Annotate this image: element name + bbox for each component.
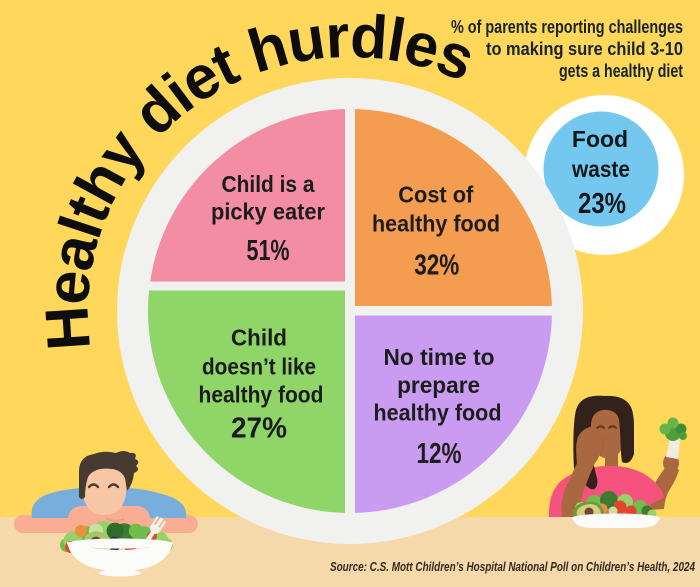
- svg-text:32%: 32%: [414, 250, 459, 282]
- svg-text:No time to: No time to: [384, 344, 495, 370]
- svg-text:Cost of: Cost of: [398, 182, 473, 208]
- svg-text:% of parents reporting challen: % of parents reporting challenges: [451, 16, 683, 37]
- svg-text:Food: Food: [572, 126, 628, 152]
- svg-text:healthy food: healthy food: [372, 210, 500, 236]
- svg-text:23%: 23%: [578, 188, 626, 220]
- svg-text:Child: Child: [231, 325, 287, 351]
- svg-text:prepare: prepare: [397, 372, 480, 398]
- svg-text:to making sure child 3-10: to making sure child 3-10: [486, 38, 683, 59]
- svg-text:51%: 51%: [247, 235, 290, 267]
- svg-text:healthy food: healthy food: [199, 382, 324, 408]
- svg-text:picky eater: picky eater: [211, 199, 325, 225]
- svg-text:waste: waste: [571, 156, 630, 182]
- svg-text:Child is a: Child is a: [222, 171, 316, 197]
- svg-text:12%: 12%: [417, 438, 462, 470]
- svg-text:gets a healthy diet: gets a healthy diet: [559, 60, 683, 81]
- svg-text:healthy food: healthy food: [374, 400, 502, 426]
- svg-text:Source: C.S. Mott Children’s H: Source: C.S. Mott Children’s Hospital Na…: [330, 560, 695, 574]
- svg-text:27%: 27%: [231, 412, 287, 444]
- svg-text:doesn’t like: doesn’t like: [202, 353, 316, 379]
